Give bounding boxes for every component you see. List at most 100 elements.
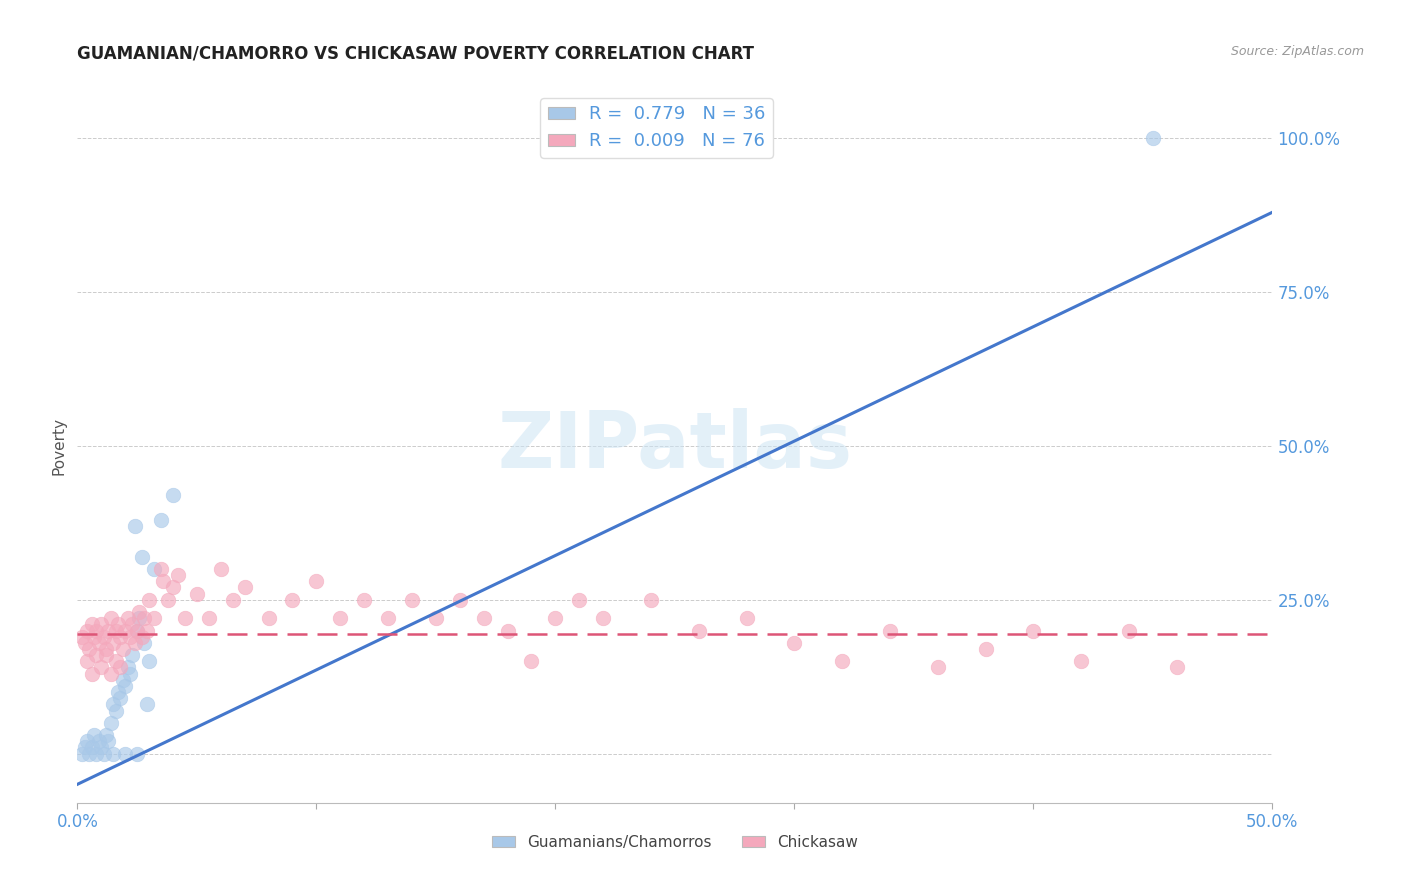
Point: [1070, 654, 1092, 668]
Point: [83, 630, 105, 644]
Point: [425, 611, 447, 625]
Point: [73, 740, 96, 755]
Point: [86, 747, 108, 761]
Point: [90, 660, 112, 674]
Point: [103, 698, 124, 712]
Point: [1022, 624, 1045, 638]
Point: [131, 549, 153, 564]
Point: [127, 624, 149, 638]
Point: [79, 642, 101, 657]
Point: [640, 592, 662, 607]
Point: [162, 488, 184, 502]
Point: [111, 642, 134, 657]
Point: [87, 734, 110, 748]
Point: [927, 660, 949, 674]
Point: [142, 611, 165, 625]
Point: [86, 624, 108, 638]
Point: [879, 624, 901, 638]
Point: [103, 747, 124, 761]
Point: [97, 734, 120, 748]
Point: [186, 587, 208, 601]
Point: [520, 654, 543, 668]
Point: [94, 648, 117, 662]
Legend: Guamanians/Chamorros, Chickasaw: Guamanians/Chamorros, Chickasaw: [485, 829, 865, 855]
Point: [93, 747, 115, 761]
Point: [107, 617, 129, 632]
Point: [974, 642, 997, 657]
Point: [100, 611, 122, 625]
Point: [135, 698, 157, 712]
Point: [114, 747, 136, 761]
Point: [128, 605, 150, 619]
Point: [117, 611, 139, 625]
Point: [104, 624, 127, 638]
Point: [104, 704, 127, 718]
Point: [162, 581, 184, 595]
Point: [100, 666, 122, 681]
Point: [87, 636, 110, 650]
Point: [124, 519, 146, 533]
Point: [544, 611, 567, 625]
Point: [70, 747, 93, 761]
Point: [1118, 624, 1140, 638]
Point: [121, 617, 143, 632]
Point: [110, 691, 132, 706]
Point: [401, 592, 423, 607]
Point: [831, 654, 853, 668]
Point: [83, 728, 105, 742]
Y-axis label: Poverty: Poverty: [52, 417, 67, 475]
Point: [127, 624, 149, 638]
Point: [688, 624, 710, 638]
Point: [592, 611, 614, 625]
Point: [449, 592, 471, 607]
Point: [281, 592, 304, 607]
Point: [127, 747, 149, 761]
Point: [76, 734, 98, 748]
Point: [783, 636, 806, 650]
Point: [110, 660, 132, 674]
Point: [73, 636, 96, 650]
Point: [166, 568, 188, 582]
Point: [152, 574, 174, 589]
Point: [197, 611, 219, 625]
Point: [80, 666, 103, 681]
Point: [118, 630, 141, 644]
Text: ZIPatlas: ZIPatlas: [498, 408, 852, 484]
Point: [222, 592, 245, 607]
Point: [114, 679, 136, 693]
Point: [97, 624, 120, 638]
Point: [111, 673, 134, 687]
Point: [90, 617, 112, 632]
Point: [94, 728, 117, 742]
Point: [329, 611, 352, 625]
Point: [135, 624, 157, 638]
Point: [86, 648, 108, 662]
Point: [104, 654, 127, 668]
Text: Source: ZipAtlas.com: Source: ZipAtlas.com: [1230, 45, 1364, 58]
Point: [80, 740, 103, 755]
Point: [121, 648, 143, 662]
Point: [76, 654, 98, 668]
Point: [107, 685, 129, 699]
Point: [1142, 131, 1164, 145]
Point: [257, 611, 280, 625]
Point: [150, 562, 173, 576]
Point: [124, 636, 146, 650]
Point: [209, 562, 232, 576]
Point: [134, 611, 156, 625]
Point: [134, 636, 156, 650]
Point: [70, 630, 93, 644]
Point: [118, 666, 141, 681]
Point: [80, 617, 103, 632]
Point: [305, 574, 328, 589]
Point: [128, 611, 150, 625]
Point: [76, 624, 98, 638]
Point: [1166, 660, 1188, 674]
Point: [90, 740, 112, 755]
Point: [472, 611, 495, 625]
Point: [353, 592, 375, 607]
Point: [735, 611, 758, 625]
Point: [94, 642, 117, 657]
Point: [131, 630, 153, 644]
Point: [117, 660, 139, 674]
